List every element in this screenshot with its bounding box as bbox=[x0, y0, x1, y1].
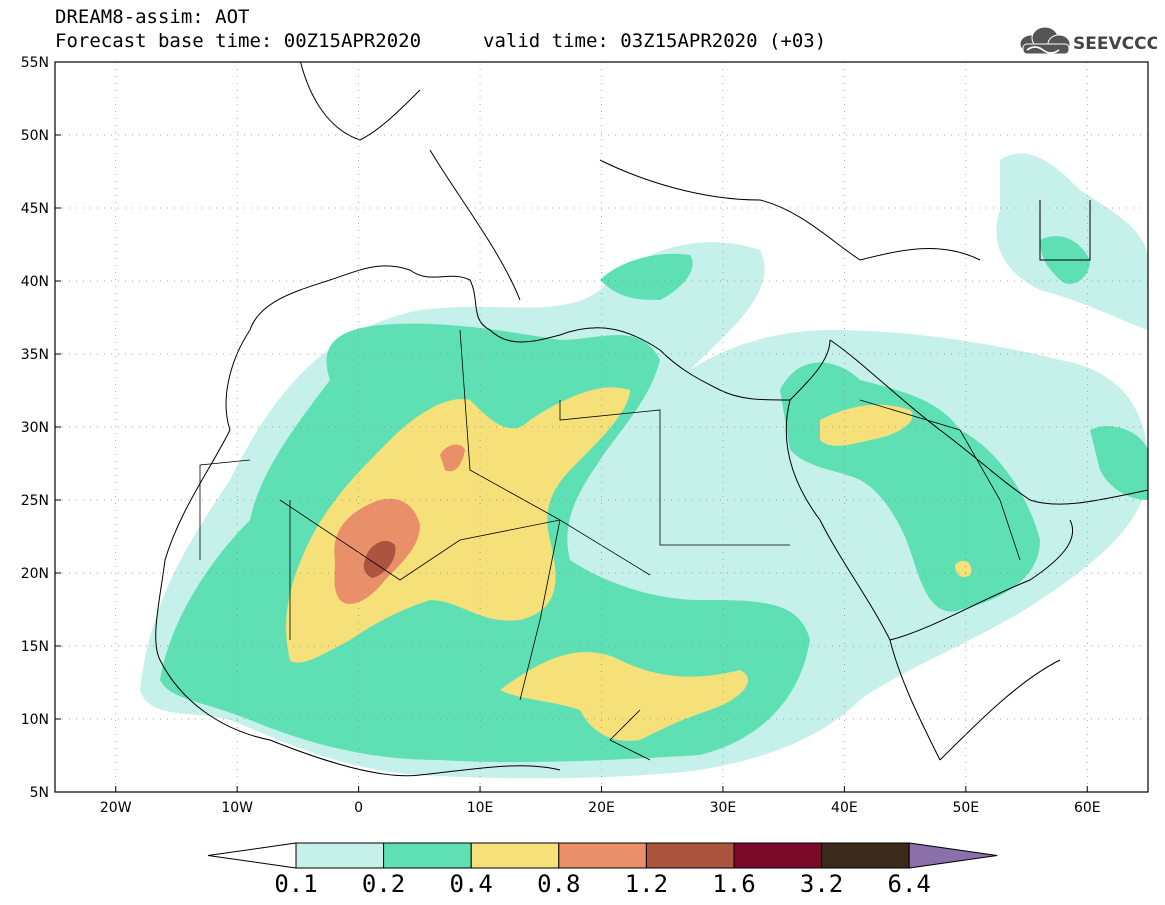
colorbar-label: 0.4 bbox=[450, 870, 493, 898]
lon-label: 30E bbox=[710, 800, 737, 816]
lat-label: 45N bbox=[21, 201, 49, 217]
lon-label: 20W bbox=[100, 800, 132, 816]
colorbar-segment bbox=[384, 843, 472, 868]
colorbar-label: 1.6 bbox=[712, 870, 755, 898]
colorbar-segment bbox=[734, 843, 822, 868]
lat-label: 55N bbox=[21, 55, 49, 71]
colorbar-label: 1.2 bbox=[625, 870, 668, 898]
colorbar-segment bbox=[559, 843, 647, 868]
lat-label: 50N bbox=[21, 128, 49, 144]
lat-label: 5N bbox=[30, 785, 49, 801]
lat-label: 30N bbox=[21, 420, 49, 436]
lon-label: 20E bbox=[588, 800, 615, 816]
lon-label: 10E bbox=[467, 800, 494, 816]
lat-label: 40N bbox=[21, 274, 49, 290]
lat-label: 25N bbox=[21, 493, 49, 509]
colorbar-label: 0.8 bbox=[537, 870, 580, 898]
lon-label: 40E bbox=[831, 800, 858, 816]
longitude-labels: 20W 10W 0 10E 20E 30E 40E 50E 60E bbox=[100, 786, 1101, 816]
aot-contours bbox=[140, 153, 1148, 778]
colorbar-segment bbox=[471, 843, 559, 868]
lon-label: 50E bbox=[952, 800, 979, 816]
colorbar-segment bbox=[822, 843, 910, 868]
colorbar-label: 6.4 bbox=[888, 870, 931, 898]
lat-label: 15N bbox=[21, 639, 49, 655]
colorbar: 0.1 0.2 0.4 0.8 1.2 1.6 3.2 6.4 bbox=[208, 843, 997, 898]
lat-label: 20N bbox=[21, 566, 49, 582]
colorbar-label: 3.2 bbox=[800, 870, 843, 898]
colorbar-low-extension bbox=[208, 843, 296, 868]
colorbar-segment bbox=[646, 843, 734, 868]
colorbar-segment bbox=[296, 843, 384, 868]
colorbar-label: 0.1 bbox=[274, 870, 317, 898]
colorbar-high-extension bbox=[909, 843, 997, 868]
colorbar-label: 0.2 bbox=[362, 870, 405, 898]
lon-label: 60E bbox=[1074, 800, 1101, 816]
lon-label: 10W bbox=[221, 800, 253, 816]
lat-label: 10N bbox=[21, 712, 49, 728]
lat-label: 35N bbox=[21, 347, 49, 363]
lon-label: 0 bbox=[354, 800, 363, 816]
